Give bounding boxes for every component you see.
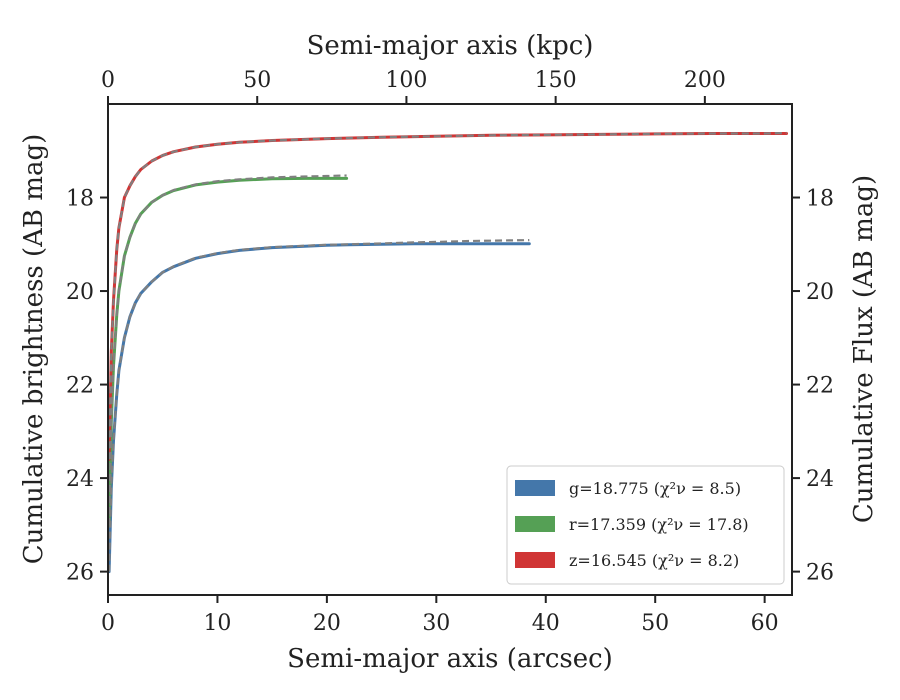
x-tick-label: 30 xyxy=(422,611,450,636)
legend-swatch-2 xyxy=(515,552,555,568)
legend-box xyxy=(506,465,785,585)
axes-layer: 0 10 20 30 40 50 60 0 50 100 150 200 18 18 20 20 22 22 24 2… xyxy=(66,68,834,636)
series-model-line-2 xyxy=(108,131,787,460)
legend-label-2: z=16.545 (χ²ν = 8.2) xyxy=(569,551,739,570)
x-tick-label: 40 xyxy=(532,611,560,636)
y2-tick-label: 22 xyxy=(806,374,834,399)
x2-tick-label: 200 xyxy=(684,68,726,93)
series-model-line-1 xyxy=(108,174,347,525)
y2-axis-title: Cumulative Flux (AB mag) xyxy=(849,175,879,523)
plot-frame xyxy=(107,103,793,596)
x-tick-label: 0 xyxy=(101,611,115,636)
y-tick-label: 22 xyxy=(66,374,94,399)
legend-label-1: r=17.359 (χ²ν = 17.8) xyxy=(569,515,749,534)
y-tick-label: 26 xyxy=(66,561,94,586)
y-axis-title: Cumulative brightness (AB mag) xyxy=(19,134,49,565)
series-layer xyxy=(108,131,788,574)
x-tick-label: 10 xyxy=(203,611,231,636)
x2-tick-label: 50 xyxy=(243,68,271,93)
plot-area xyxy=(108,131,788,574)
x2-tick-label: 150 xyxy=(535,68,577,93)
legend-label-0: g=18.775 (χ²ν = 8.5) xyxy=(569,479,741,498)
x-axis-title: Semi-major axis (arcsec) xyxy=(287,644,613,674)
x2-axis-title: Semi-major axis (kpc) xyxy=(307,31,594,61)
x2-tick-label: 0 xyxy=(101,68,115,93)
labels-layer: Semi-major axis (arcsec) Semi-major axis… xyxy=(19,31,879,674)
y2-tick-label: 26 xyxy=(806,561,834,586)
y-tick-label: 20 xyxy=(66,280,94,305)
y2-tick-label: 20 xyxy=(806,280,834,305)
y-tick-label: 18 xyxy=(66,187,94,212)
y2-tick-label: 18 xyxy=(806,187,834,212)
y-tick-label: 24 xyxy=(66,467,94,492)
x-tick-label: 20 xyxy=(313,611,341,636)
series-model-line-0 xyxy=(108,239,530,572)
x2-tick-label: 100 xyxy=(385,68,427,93)
y2-tick-label: 24 xyxy=(806,467,834,492)
legend-swatch-1 xyxy=(515,516,555,532)
x-tick-label: 60 xyxy=(751,611,779,636)
legend: g=18.775 (χ²ν = 8.5) r=17.359 (χ²ν = 17.8… xyxy=(506,465,785,585)
legend-swatch-0 xyxy=(515,480,555,496)
x-tick-label: 50 xyxy=(641,611,669,636)
